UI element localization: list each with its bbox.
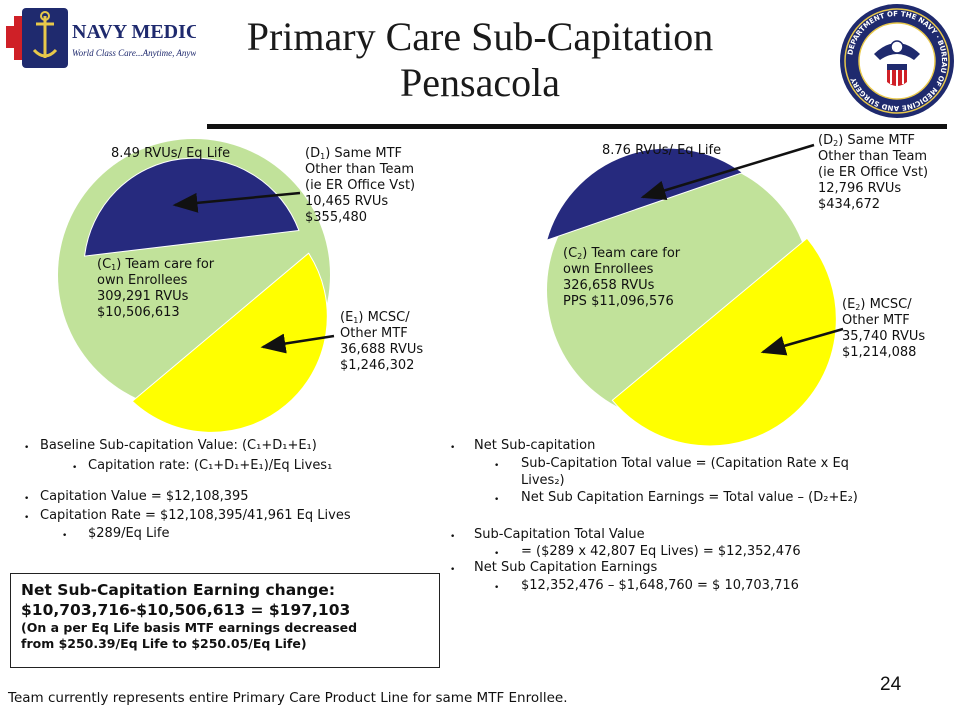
left-bullet-1a: Capitation rate: (C₁+D₁+E₁)/Eq Lives₁	[88, 458, 333, 473]
page-number: 24	[880, 674, 902, 695]
right-bullet-1a: Sub-Capitation Total value = (Capitation…	[521, 456, 849, 471]
right-bullet-1: Net Sub-capitation	[474, 438, 596, 453]
right-bullet-1a-cont: Lives₂)	[521, 473, 565, 488]
left-bullet-3: Capitation Rate = $12,108,395/41,961 Eq …	[40, 508, 351, 523]
pie-2-mcsc-slice	[611, 237, 837, 447]
right-bullet-3: Net Sub Capitation Earnings	[474, 560, 658, 575]
svg-text:NAVY MEDICINE: NAVY MEDICINE	[72, 21, 196, 43]
pie-2-e-arrow	[760, 327, 844, 356]
pie-1-e-arrow	[260, 333, 335, 354]
pie-2-header: 8.76 RVUs/ Eq Life	[602, 143, 722, 158]
pie-1-d-arrow	[172, 191, 301, 213]
summary-box: Net Sub-Capitation Earning change: $10,7…	[10, 573, 440, 668]
left-bullet-1: Baseline Sub-capitation Value: (C₁+D₁+E₁…	[40, 438, 317, 453]
summary-line-3: (On a per Eq Life basis MTF earnings dec…	[21, 620, 358, 635]
pie-1-header: 8.49 RVUs/ Eq Life	[111, 146, 231, 161]
navy-medicine-logo: NAVY MEDICINE World Class Care...Anytime…	[6, 8, 196, 68]
pie-1-c-label: (C1) Team care for own Enrollees 309,291…	[97, 257, 215, 320]
pie-2-d-label: (D2) Same MTF Other than Team (ie ER Off…	[818, 133, 929, 212]
pie-2-c-label: (C2) Team care for own Enrollees 326,658…	[563, 246, 681, 309]
left-bullet-3a: $289/Eq Life	[88, 526, 170, 541]
pie-1-e-label: (E1) MCSC/ Other MTF 36,688 RVUs $1,246,…	[340, 310, 424, 373]
pie-1	[58, 139, 335, 433]
right-bullet-1b: Net Sub Capitation Earnings = Total valu…	[521, 490, 858, 505]
pie-1-d-label: (D1) Same MTF Other than Team (ie ER Off…	[305, 146, 416, 225]
right-bullet-2: Sub-Capitation Total Value	[474, 527, 645, 542]
pie-2-e-label: (E2) MCSC/ Other MTF 35,740 RVUs $1,214,…	[842, 297, 926, 360]
pie-1-mcsc-slice	[131, 252, 328, 433]
left-bullet-2: Capitation Value = $12,108,395	[40, 489, 249, 504]
title-line-1: Primary Care Sub-Capitation	[246, 14, 714, 59]
page-title: Primary Care Sub-Capitation Pensacola	[200, 14, 760, 106]
summary-line-4: from $250.39/Eq Life to $250.05/Eq Life)	[21, 636, 307, 651]
navy-bumed-seal: DEPARTMENT OF THE NAVY · BUREAU OF MEDIC…	[840, 4, 954, 118]
summary-line-2: $10,703,716-$10,506,613 = $197,103	[21, 601, 351, 619]
pie-2-d-arrow	[640, 143, 815, 201]
right-bullet-2a: = ($289 x 42,807 Eq Lives) = $12,352,476	[521, 544, 801, 559]
title-divider	[207, 124, 947, 129]
title-line-2: Pensacola	[400, 60, 560, 105]
summary-line-1: Net Sub-Capitation Earning change:	[21, 581, 336, 599]
pie-2	[545, 143, 844, 447]
right-bullet-3a: $12,352,476 – $1,648,760 = $ 10,703,716	[521, 578, 799, 593]
footnote: Team currently represents entire Primary…	[8, 690, 568, 706]
svg-text:World Class Care...Anytime, An: World Class Care...Anytime, Anywhere	[72, 48, 196, 58]
